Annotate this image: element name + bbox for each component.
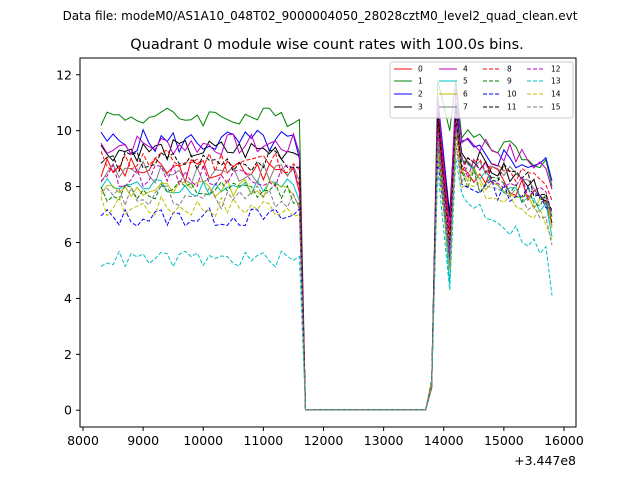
x-tick-label: 16000	[544, 433, 584, 448]
series-line-7	[100, 113, 553, 411]
legend-label-2: 2	[418, 90, 423, 99]
legend-label-7: 7	[463, 103, 468, 112]
ticks-layer: 8000 9000 10000 11000 12000 13000 14000 15000 16…	[56, 67, 584, 448]
x-offset-label: +3.447e8	[514, 453, 576, 468]
x-tick-label: 10000	[183, 433, 223, 448]
x-tick-label: 8000	[67, 433, 99, 448]
plot-frame	[79, 57, 577, 428]
series-line-4	[100, 88, 553, 411]
legend-label-13: 13	[551, 77, 561, 86]
legend-label-0: 0	[418, 65, 423, 74]
x-tick-label: 15000	[484, 433, 524, 448]
y-tick-label: 8	[64, 179, 72, 194]
y-tick-label: 12	[56, 67, 72, 82]
legend-label-8: 8	[507, 65, 512, 74]
y-tick-label: 0	[64, 403, 72, 418]
series-line-10	[100, 144, 553, 411]
legend-label-9: 9	[507, 77, 512, 86]
x-tick-label: 13000	[364, 433, 404, 448]
legend-label-14: 14	[551, 90, 561, 99]
x-tick-label: 9000	[127, 433, 159, 448]
x-tick-label: 12000	[304, 433, 344, 448]
series-line-15	[100, 130, 553, 411]
series-line-0	[100, 113, 553, 411]
series-layer	[100, 80, 553, 411]
chart-title: Quadrant 0 module wise count rates with …	[130, 37, 524, 53]
series-line-13	[100, 158, 553, 411]
y-tick-label: 2	[64, 347, 72, 362]
chart-suptitle: Data file: modeM0/AS1A10_048T02_90000040…	[63, 9, 578, 23]
x-tick-label: 11000	[243, 433, 283, 448]
legend-label-6: 6	[463, 90, 468, 99]
series-line-11	[100, 116, 553, 411]
y-tick-label: 6	[64, 235, 72, 250]
y-tick-label: 4	[64, 291, 72, 306]
y-tick-label: 10	[56, 123, 72, 138]
legend-label-3: 3	[418, 103, 423, 112]
legend-label-10: 10	[507, 90, 517, 99]
legend-label-1: 1	[418, 77, 423, 86]
series-line-12	[100, 122, 553, 411]
legend-label-12: 12	[551, 65, 561, 74]
legend-label-4: 4	[463, 65, 468, 74]
series-line-14	[100, 144, 553, 411]
legend-label-5: 5	[463, 77, 468, 86]
series-line-1	[100, 80, 553, 411]
legend-label-15: 15	[551, 103, 561, 112]
legend-box	[389, 61, 574, 119]
x-tick-label: 14000	[424, 433, 464, 448]
legend-label-11: 11	[507, 103, 517, 112]
